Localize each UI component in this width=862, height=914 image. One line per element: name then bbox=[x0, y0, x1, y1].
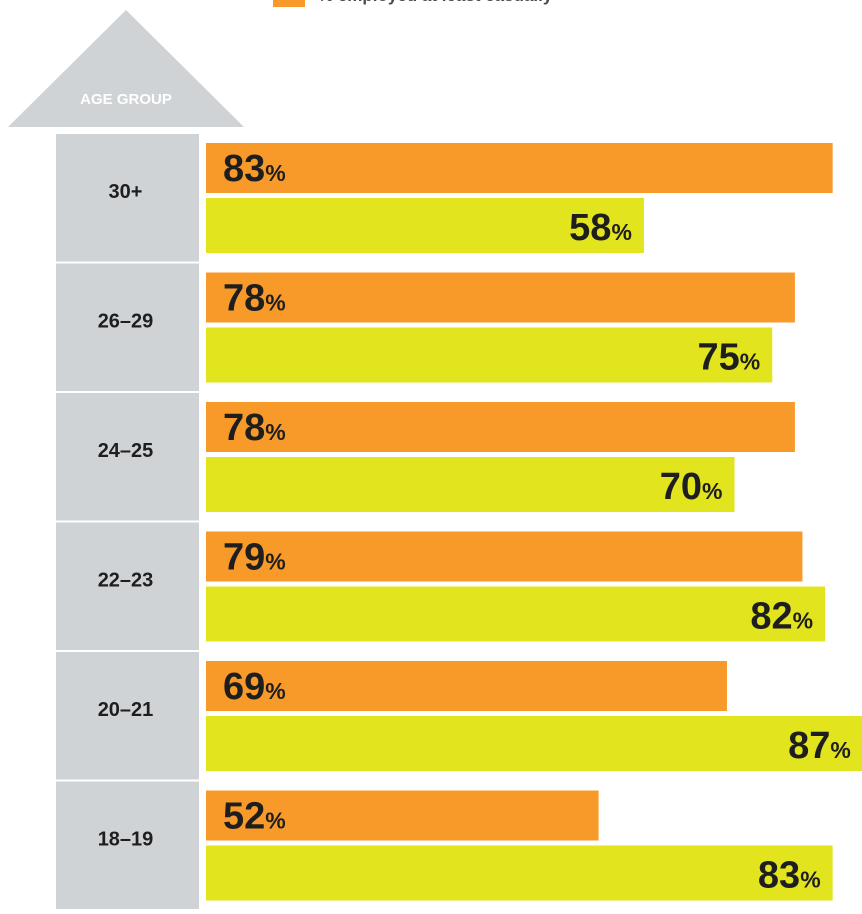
category-panel bbox=[56, 263, 199, 391]
bar-series-1 bbox=[206, 272, 795, 323]
bar-series-1 bbox=[206, 531, 803, 582]
bar-series-2 bbox=[206, 457, 735, 512]
bar-series-2 bbox=[206, 845, 833, 901]
bar-series-2 bbox=[206, 586, 826, 642]
bar-series-1 bbox=[206, 143, 833, 193]
category-label: 20–21 bbox=[98, 699, 154, 721]
category-panel bbox=[56, 522, 199, 650]
category-label: 30+ bbox=[109, 181, 143, 203]
category-panel bbox=[56, 134, 199, 262]
bar-series-2 bbox=[206, 716, 862, 771]
bars: 83% 58% 78% 75% 78% 70% 79% 82% 69% 87% 52% 83% bbox=[206, 143, 862, 901]
category-label: 18–19 bbox=[98, 829, 154, 851]
value-label-series-1: 78% bbox=[223, 407, 286, 449]
value-label-series-1: 83% bbox=[223, 148, 286, 190]
value-label-series-2: 70% bbox=[660, 466, 723, 508]
value-label-series-2: 75% bbox=[698, 337, 761, 379]
legend: % employed at least casually bbox=[273, 0, 553, 7]
value-label-series-2: 82% bbox=[750, 596, 813, 638]
category-label: 26–29 bbox=[98, 311, 154, 333]
age-group-arrow-head bbox=[8, 10, 244, 127]
legend-label: % employed at least casually bbox=[318, 0, 553, 5]
age-group-axis: AGE GROUP 30+ 26–29 24–25 22–23 20–21 18–19 bbox=[8, 10, 244, 914]
value-label-series-2: 58% bbox=[569, 207, 632, 249]
value-label-series-2: 83% bbox=[758, 855, 821, 897]
value-label-series-1: 78% bbox=[223, 278, 286, 320]
bar-series-2 bbox=[206, 198, 644, 253]
axis-header: AGE GROUP bbox=[80, 91, 172, 108]
value-label-series-1: 79% bbox=[223, 537, 286, 579]
value-label-series-1: 69% bbox=[223, 666, 286, 708]
category-panel bbox=[56, 393, 199, 521]
category-panel bbox=[56, 781, 199, 914]
category-panel bbox=[56, 652, 199, 780]
bar-series-1 bbox=[206, 661, 727, 711]
value-label-series-2: 87% bbox=[788, 725, 851, 767]
bar-series-1 bbox=[206, 402, 795, 452]
bar-series-1 bbox=[206, 790, 599, 841]
legend-swatch bbox=[273, 0, 305, 7]
value-label-series-1: 52% bbox=[223, 796, 286, 838]
bar-series-2 bbox=[206, 327, 773, 383]
category-label: 22–23 bbox=[98, 570, 154, 592]
category-label: 24–25 bbox=[98, 440, 154, 462]
